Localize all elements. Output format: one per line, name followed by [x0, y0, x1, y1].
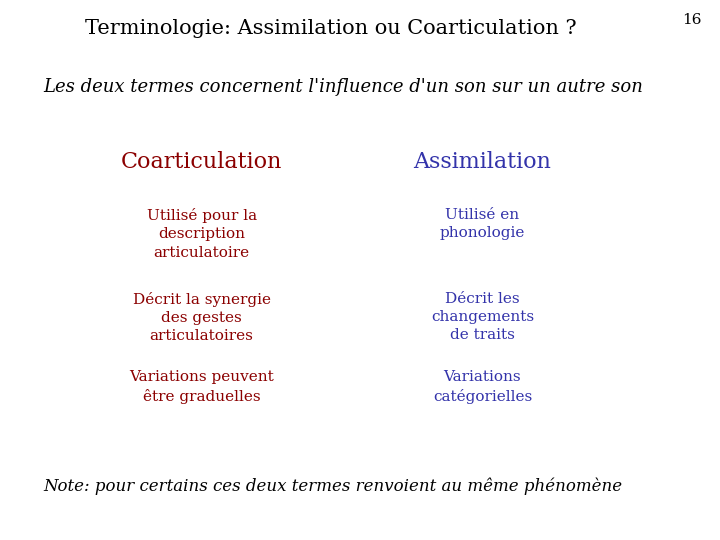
Text: Variations
catégorielles: Variations catégorielles	[433, 370, 532, 404]
Text: Utilisé en
phonologie: Utilisé en phonologie	[440, 208, 525, 240]
Text: Utilisé pour la
description
articulatoire: Utilisé pour la description articulatoir…	[147, 208, 256, 260]
Text: Note: pour certains ces deux termes renvoient au même phénomène: Note: pour certains ces deux termes renv…	[43, 478, 622, 495]
Text: Assimilation: Assimilation	[413, 151, 552, 173]
Text: Décrit la synergie
des gestes
articulatoires: Décrit la synergie des gestes articulato…	[132, 292, 271, 343]
Text: Terminologie: Assimilation ou Coarticulation ?: Terminologie: Assimilation ou Coarticula…	[86, 19, 577, 38]
Text: Décrit les
changements
de traits: Décrit les changements de traits	[431, 292, 534, 342]
Text: Coarticulation: Coarticulation	[121, 151, 282, 173]
Text: Les deux termes concernent l'influence d'un son sur un autre son: Les deux termes concernent l'influence d…	[43, 78, 643, 96]
Text: Variations peuvent
être graduelles: Variations peuvent être graduelles	[129, 370, 274, 404]
Text: 16: 16	[683, 14, 702, 28]
